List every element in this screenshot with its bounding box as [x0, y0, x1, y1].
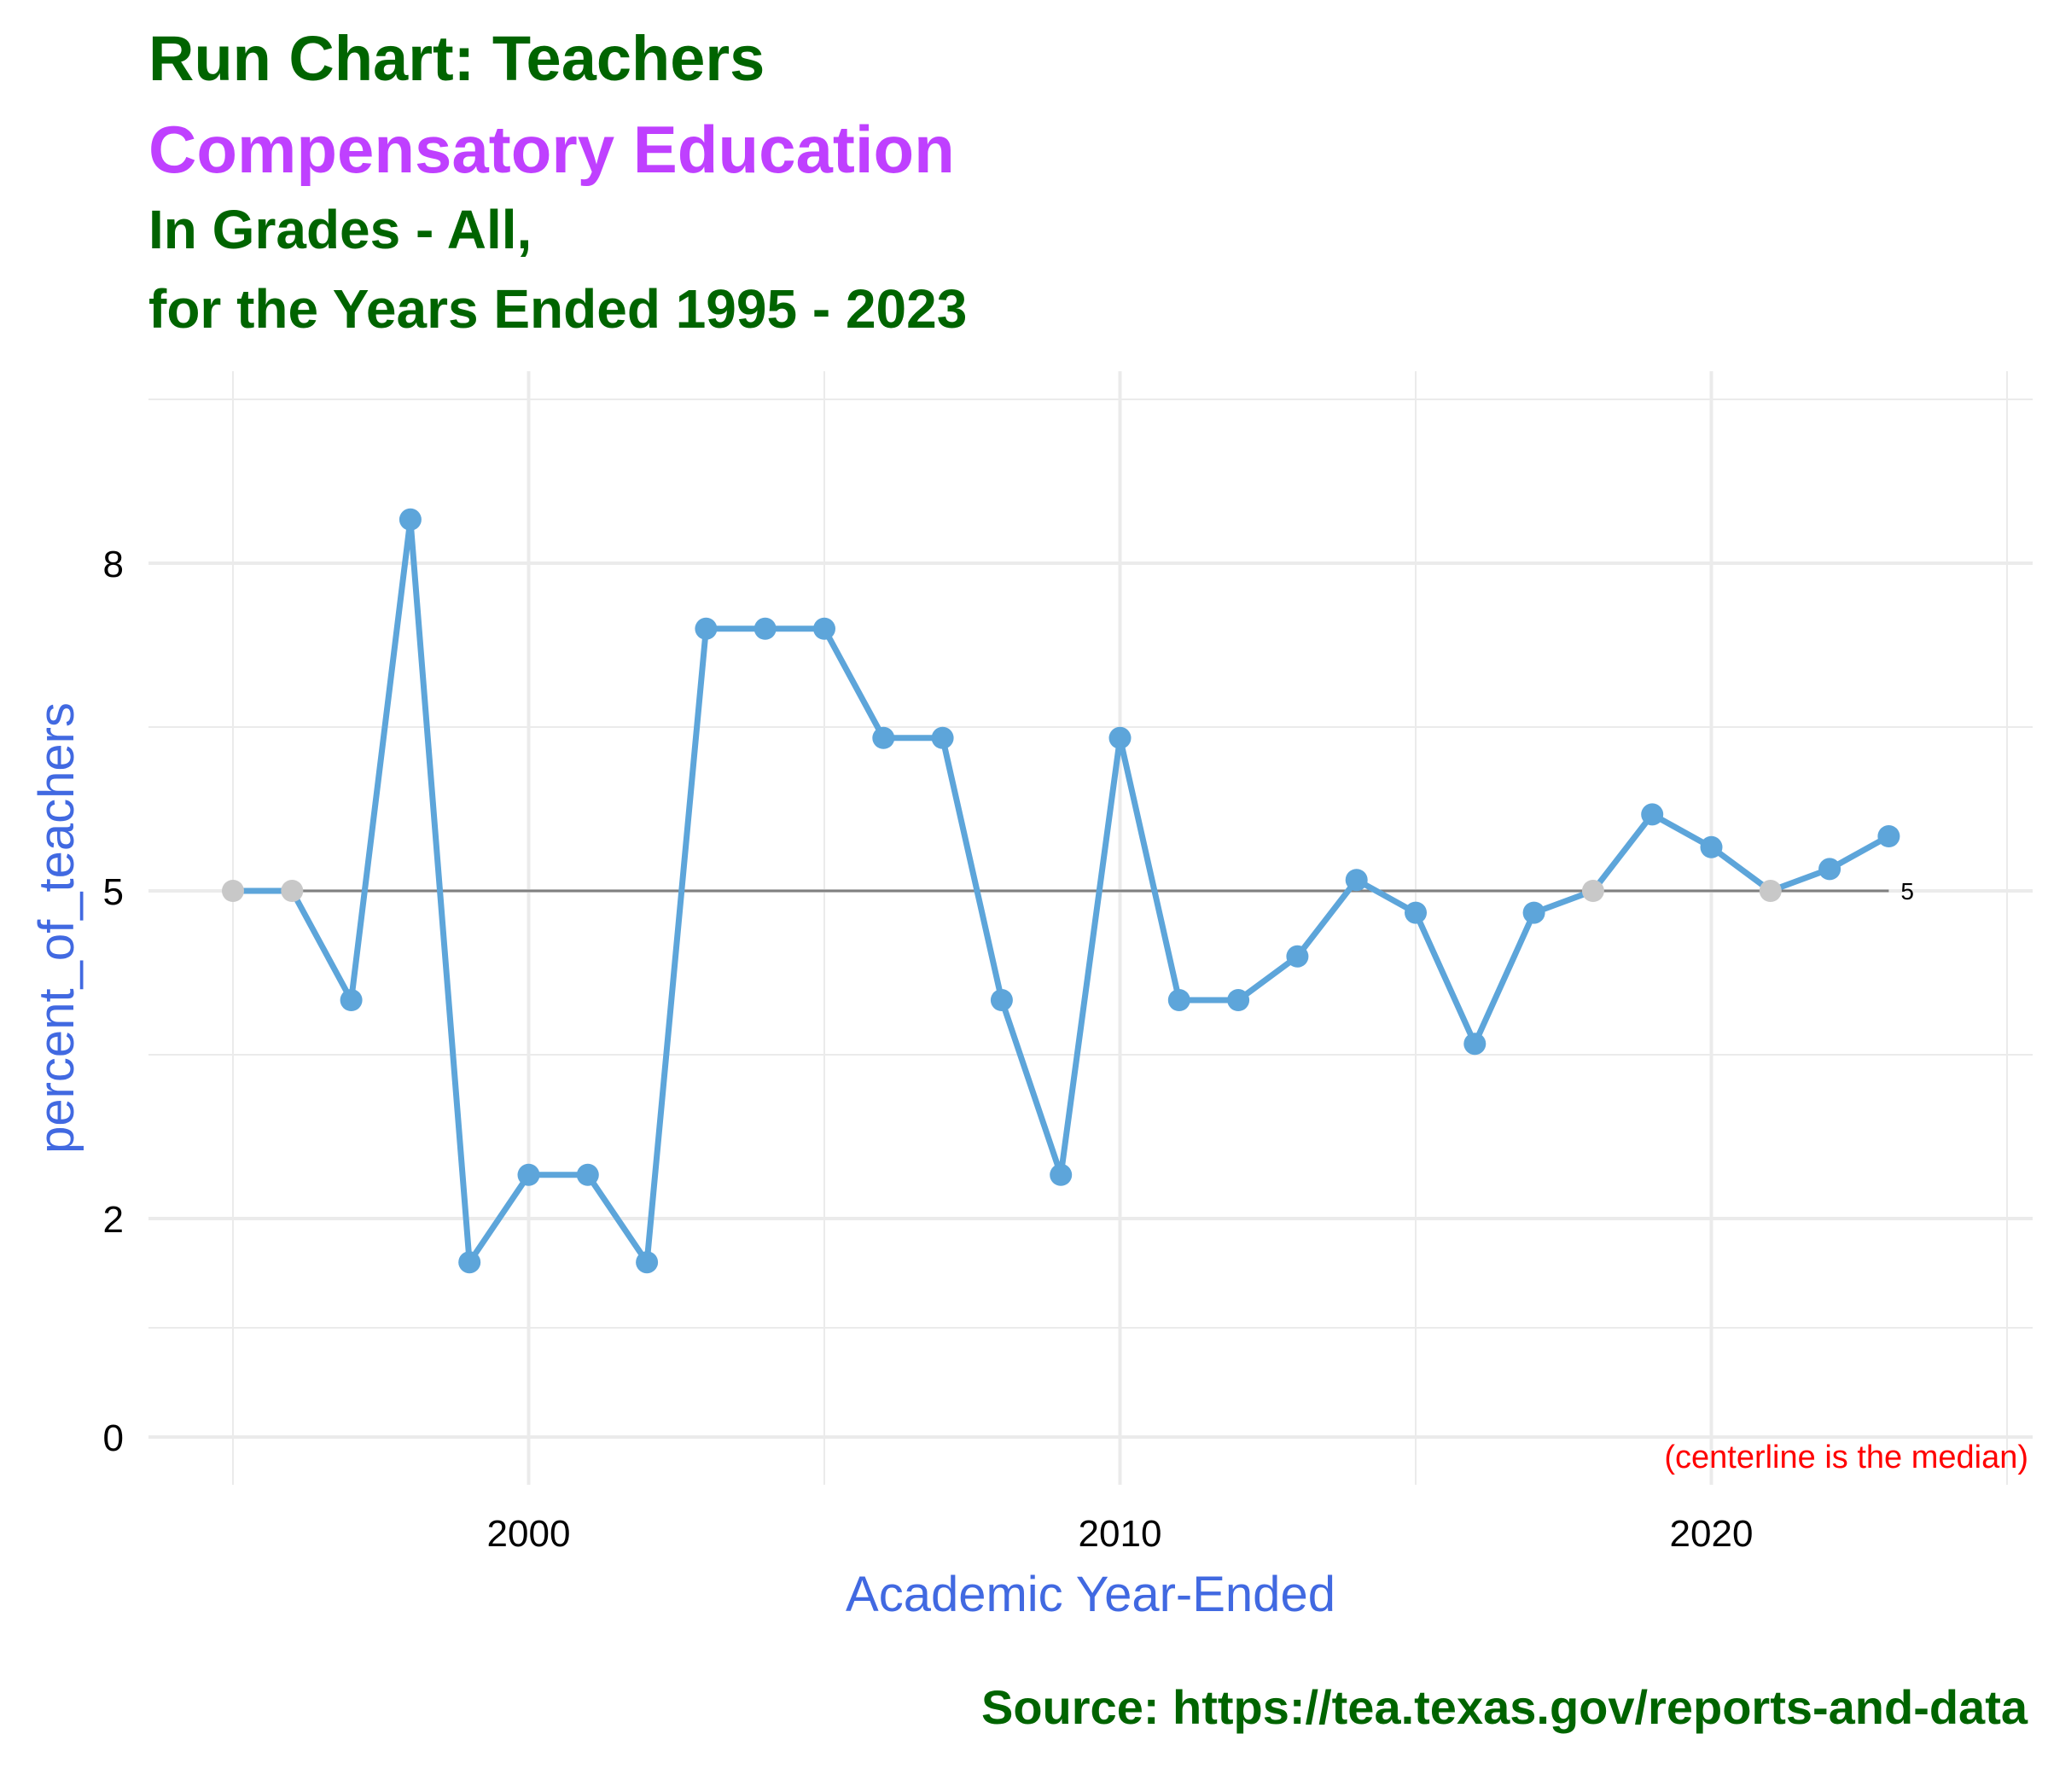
data-point: [813, 617, 835, 640]
data-point: [1286, 945, 1309, 968]
y-tick-label: 0: [103, 1417, 124, 1459]
data-point: [1522, 901, 1545, 924]
major-gridlines: [148, 371, 2033, 1485]
data-point: [1463, 1033, 1487, 1056]
chart-subtitle-years: for the Years Ended 1995 - 2023: [148, 278, 968, 340]
data-point: [281, 880, 304, 902]
data-point: [1877, 825, 1900, 847]
data-point: [753, 617, 777, 640]
data-point: [1581, 880, 1604, 902]
data-point: [517, 1163, 540, 1186]
chart-subtitle-grades: In Grades - All,: [148, 199, 532, 260]
data-point: [222, 880, 244, 902]
x-axis-tick-labels: 2000 2010 2020: [487, 1513, 1754, 1555]
data-point: [872, 726, 895, 749]
x-tick-label: 2010: [1079, 1513, 1162, 1555]
median-value-label: 5: [1900, 878, 1914, 905]
x-axis-title: Academic Year-Ended: [846, 1567, 1335, 1622]
data-point: [340, 989, 363, 1011]
data-point: [1050, 1163, 1073, 1186]
y-tick-label: 8: [103, 544, 124, 585]
y-axis-title: percent_of_teachers: [29, 702, 84, 1154]
data-point: [1818, 858, 1841, 881]
data-point: [1759, 880, 1782, 902]
data-point: [1700, 835, 1723, 858]
median-note: (centerline is the median): [1664, 1440, 2028, 1475]
data-point: [1345, 869, 1368, 892]
data-point: [1641, 803, 1664, 826]
x-tick-label: 2020: [1670, 1513, 1754, 1555]
source-caption: Source: https://tea.texas.gov/reports-an…: [980, 1680, 2028, 1734]
data-point: [990, 989, 1013, 1011]
data-point: [1405, 901, 1427, 924]
data-points: [222, 508, 1900, 1274]
chart-title: Run Chart: Teachers: [148, 23, 765, 94]
data-point: [1167, 989, 1190, 1011]
y-tick-label: 2: [103, 1199, 124, 1241]
data-point: [576, 1163, 599, 1186]
data-point: [458, 1251, 481, 1274]
chart-subtitle: Compensatory Education: [148, 112, 955, 187]
data-point: [1227, 989, 1250, 1011]
data-point: [931, 726, 954, 749]
y-axis-tick-labels: 0 2 5 8: [103, 544, 124, 1459]
y-tick-label: 5: [103, 871, 124, 913]
x-tick-label: 2000: [487, 1513, 571, 1555]
data-point: [1108, 726, 1132, 749]
data-point: [695, 617, 718, 640]
minor-gridlines: [148, 371, 2033, 1485]
data-point: [636, 1251, 659, 1274]
data-point: [399, 508, 422, 531]
